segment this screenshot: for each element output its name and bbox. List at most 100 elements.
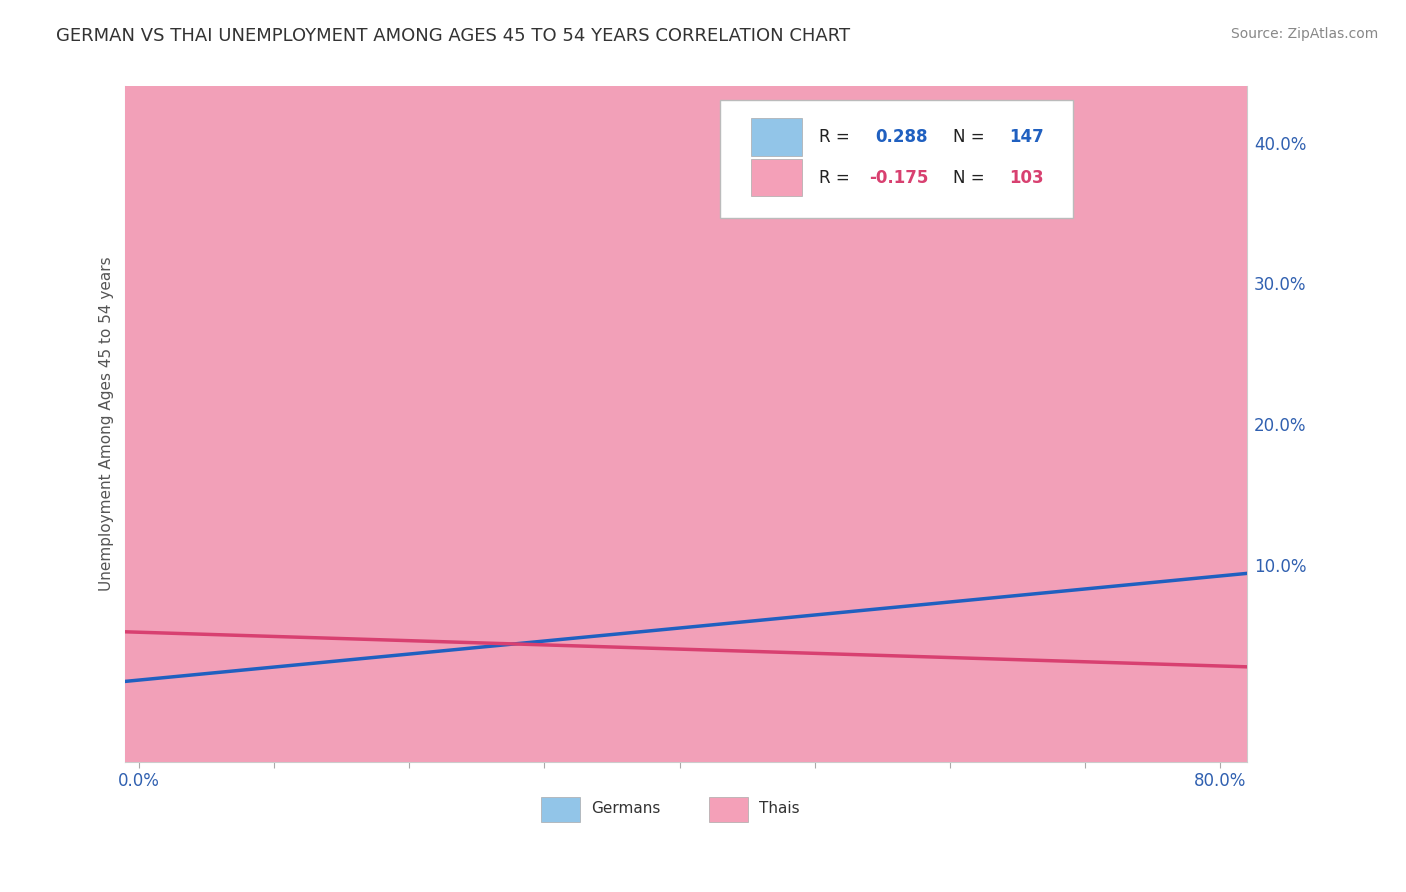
Point (370, 641, 392, 656)
Point (138, 649, 160, 664)
Point (129, 672, 152, 686)
Point (377, 595, 399, 609)
Point (287, 607, 309, 621)
Point (312, 615, 335, 630)
Point (249, 617, 271, 632)
Point (190, 634, 212, 648)
Point (188, 604, 211, 618)
Point (425, 630, 447, 644)
Point (827, 680, 849, 694)
FancyBboxPatch shape (720, 100, 1073, 218)
Point (931, 626, 953, 640)
Point (128, 628, 150, 642)
Point (138, 668, 160, 682)
Point (432, 614, 454, 628)
Text: 0.288: 0.288 (875, 128, 928, 146)
Point (131, 616, 153, 631)
Point (201, 674, 224, 689)
Point (392, 624, 415, 638)
Point (141, 649, 163, 664)
Text: R =: R = (818, 169, 855, 186)
Point (165, 671, 187, 685)
Point (250, 629, 273, 643)
Point (269, 638, 291, 652)
Point (205, 627, 228, 641)
Point (546, 651, 568, 665)
Point (187, 665, 209, 679)
Point (541, 623, 564, 637)
Point (294, 663, 316, 677)
Point (132, 675, 155, 690)
Point (1108, 300, 1130, 314)
Point (180, 640, 202, 654)
Point (360, 658, 382, 673)
Point (167, 682, 190, 697)
Point (209, 668, 232, 682)
Point (643, 648, 665, 662)
Point (148, 671, 170, 685)
Point (146, 624, 169, 639)
Point (309, 632, 332, 647)
Point (269, 638, 291, 652)
Point (150, 567, 173, 582)
Point (207, 617, 229, 632)
Point (396, 589, 419, 603)
Point (169, 696, 191, 710)
Point (319, 610, 342, 624)
Text: -0.175: -0.175 (869, 169, 928, 186)
Point (143, 599, 166, 614)
Point (380, 602, 402, 616)
Point (191, 625, 214, 640)
Point (287, 648, 309, 662)
Text: R =: R = (818, 128, 855, 146)
Point (434, 662, 457, 676)
FancyBboxPatch shape (751, 119, 801, 155)
Point (215, 656, 238, 670)
Point (291, 627, 314, 641)
Point (299, 659, 322, 673)
Point (368, 674, 391, 689)
Point (439, 581, 461, 595)
Point (273, 628, 295, 642)
Point (357, 635, 380, 649)
Point (337, 673, 360, 688)
Point (337, 627, 360, 641)
Point (319, 620, 342, 634)
Point (145, 696, 167, 710)
Point (337, 660, 360, 674)
Point (211, 635, 233, 649)
Point (429, 670, 451, 684)
Point (256, 637, 278, 651)
Point (354, 645, 377, 659)
Point (571, 657, 593, 672)
Point (228, 652, 250, 666)
Point (326, 665, 349, 680)
Point (195, 662, 218, 676)
Point (209, 640, 232, 654)
Point (278, 665, 301, 679)
Point (149, 648, 172, 663)
Point (134, 650, 156, 665)
Point (375, 627, 398, 641)
Point (418, 616, 440, 631)
Point (366, 622, 388, 636)
Point (1094, 178, 1116, 192)
Point (274, 693, 297, 707)
Point (697, 685, 720, 699)
Point (614, 648, 637, 662)
Point (128, 638, 150, 652)
Point (150, 651, 173, 665)
Point (173, 614, 195, 628)
Point (307, 640, 329, 654)
Point (163, 631, 186, 645)
Point (138, 619, 160, 633)
Point (426, 600, 449, 615)
Point (194, 653, 217, 667)
Point (225, 639, 247, 653)
Point (163, 661, 186, 675)
Point (314, 662, 336, 676)
Point (287, 647, 309, 661)
Point (256, 618, 278, 632)
Point (527, 640, 550, 654)
Text: Source: ZipAtlas.com: Source: ZipAtlas.com (1230, 27, 1378, 41)
